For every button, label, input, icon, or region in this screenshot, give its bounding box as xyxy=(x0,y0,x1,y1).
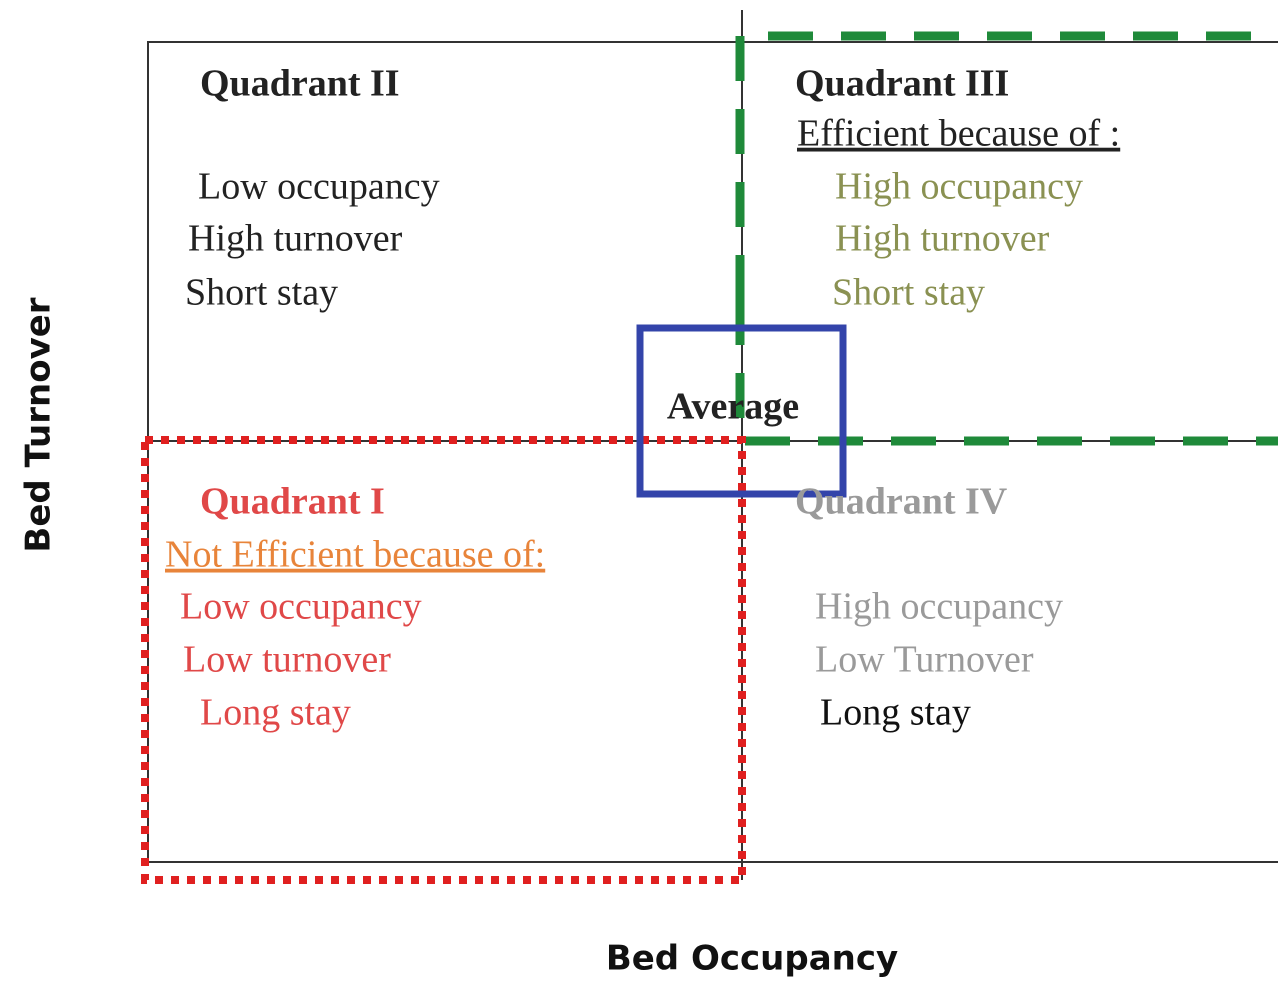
average-box xyxy=(636,324,847,498)
quadrant-title: Quadrant IV xyxy=(795,481,1008,523)
quadrant-title: Quadrant II xyxy=(200,63,400,105)
inefficient-region xyxy=(141,436,746,884)
quadrant-item: Short stay xyxy=(185,272,338,314)
quadrant-subtitle: Efficient because of : xyxy=(797,113,1120,155)
quadrant-item: High occupancy xyxy=(835,166,1083,208)
quadrant-title: Quadrant III xyxy=(795,63,1009,105)
quadrant-item: Low occupancy xyxy=(180,586,422,628)
quadrant-item: Long stay xyxy=(820,692,971,734)
quadrant-item: Short stay xyxy=(832,272,985,314)
quadrant-subtitle: Not Efficient because of: xyxy=(165,534,545,576)
quadrant-item: Low Turnover xyxy=(815,639,1034,681)
y-axis-label: Bed Turnover xyxy=(19,297,59,552)
center-label: Average xyxy=(667,386,799,428)
quadrant-item: Low turnover xyxy=(183,639,391,681)
quadrant-item: Low occupancy xyxy=(198,166,440,208)
quadrant-item: High occupancy xyxy=(815,586,1063,628)
quadrant-item: High turnover xyxy=(188,218,403,260)
quadrant-item: Long stay xyxy=(200,692,351,734)
frame xyxy=(147,41,1278,863)
x-axis-label: Bed Occupancy xyxy=(606,939,898,979)
quadrant-item: High turnover xyxy=(835,218,1050,260)
efficient-region xyxy=(735,31,1278,446)
quadrant-title: Quadrant I xyxy=(200,481,385,523)
